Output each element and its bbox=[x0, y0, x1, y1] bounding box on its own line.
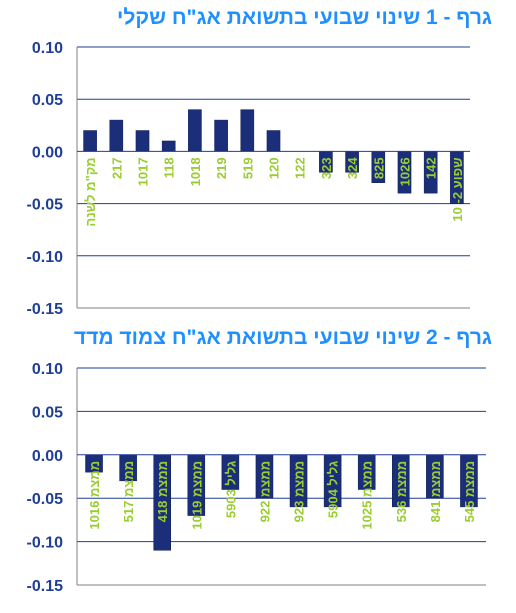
chart1-plot: 0.10 0.05 0.00 -0.05 -0.10 -0.15 מק"מ לשנה 217 1… bbox=[27, 40, 470, 318]
chart2-category-label: ממצמ 1016 bbox=[87, 461, 102, 530]
chart2-category-label: ממצמ 536 bbox=[394, 461, 409, 523]
chart2-category-label: גליל 5904 bbox=[326, 461, 341, 518]
chart2-category-label: גליל 5903 bbox=[223, 461, 238, 518]
chart1-category-label: 1026 bbox=[398, 157, 413, 186]
chart2-y-tick-label: 0.10 bbox=[32, 361, 63, 378]
chart2-title: גרף - 2 שינוי שבועי בתשואת אג"ח צמוד מדד bbox=[73, 326, 492, 349]
chart2-y-tick-label: -0.15 bbox=[27, 578, 64, 595]
chart1-category-label: 324 bbox=[345, 157, 360, 179]
chart2-category-label: ממצמ 923 bbox=[292, 461, 307, 523]
chart2-category-label: ממצמ 1025 bbox=[360, 461, 375, 530]
chart1-y-tick-label: -0.10 bbox=[27, 249, 64, 266]
chart2-category-label: ממצמ 841 bbox=[428, 461, 443, 523]
chart1-category-label: 323 bbox=[319, 157, 334, 179]
chart1-y-tick-label: 0.10 bbox=[32, 40, 63, 57]
chart2-category-label: ממצמ 517 bbox=[121, 461, 136, 523]
chart1-y-tick-label: -0.15 bbox=[27, 301, 64, 318]
chart1-category-label: שפוע 2- 10 bbox=[450, 157, 465, 221]
chart1-y-tick-label: 0.05 bbox=[32, 92, 63, 109]
chart1-category-label: 142 bbox=[424, 157, 439, 179]
chart1-category-label: 122 bbox=[293, 157, 308, 179]
chart2-category-label: ממצמ 545 bbox=[462, 461, 477, 523]
chart1-y-tick-label: -0.05 bbox=[27, 197, 64, 214]
chart2-y-tick-label: -0.10 bbox=[27, 535, 64, 552]
chart1-category-label: 219 bbox=[214, 157, 229, 179]
chart1-category-label: 1018 bbox=[188, 157, 203, 186]
chart1-category-label: 217 bbox=[109, 157, 124, 179]
chart1-y-tick-label: 0.00 bbox=[32, 144, 63, 161]
chart2-y-tick-label: 0.05 bbox=[32, 404, 63, 421]
chart2-category-label: ממצמ 1019 bbox=[189, 461, 204, 530]
chart2-category-label: ממצמ 418 bbox=[155, 461, 170, 523]
chart1-category-label: 118 bbox=[162, 157, 177, 178]
chart1-title: גרף - 1 שינוי שבועי בתשואת אג"ח שקלי bbox=[117, 6, 492, 29]
chart1-category-label: 825 bbox=[371, 157, 386, 179]
chart1-category-label: 120 bbox=[267, 157, 282, 179]
chart2-y-tick-label: -0.05 bbox=[27, 491, 64, 508]
chart1-category-label: 519 bbox=[240, 157, 255, 179]
chart1-category-label: מק"מ לשנה bbox=[83, 157, 98, 226]
chart2-category-label: ממצמ 922 bbox=[257, 461, 272, 523]
chart1-category-label: 1017 bbox=[136, 157, 151, 186]
chart2-y-tick-label: 0.00 bbox=[32, 448, 63, 465]
